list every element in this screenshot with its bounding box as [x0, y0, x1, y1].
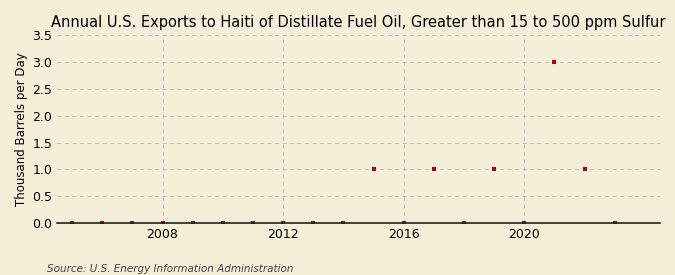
- Y-axis label: Thousand Barrels per Day: Thousand Barrels per Day: [15, 52, 28, 206]
- Title: Annual U.S. Exports to Haiti of Distillate Fuel Oil, Greater than 15 to 500 ppm : Annual U.S. Exports to Haiti of Distilla…: [51, 15, 666, 30]
- Text: Source: U.S. Energy Information Administration: Source: U.S. Energy Information Administ…: [47, 264, 294, 274]
